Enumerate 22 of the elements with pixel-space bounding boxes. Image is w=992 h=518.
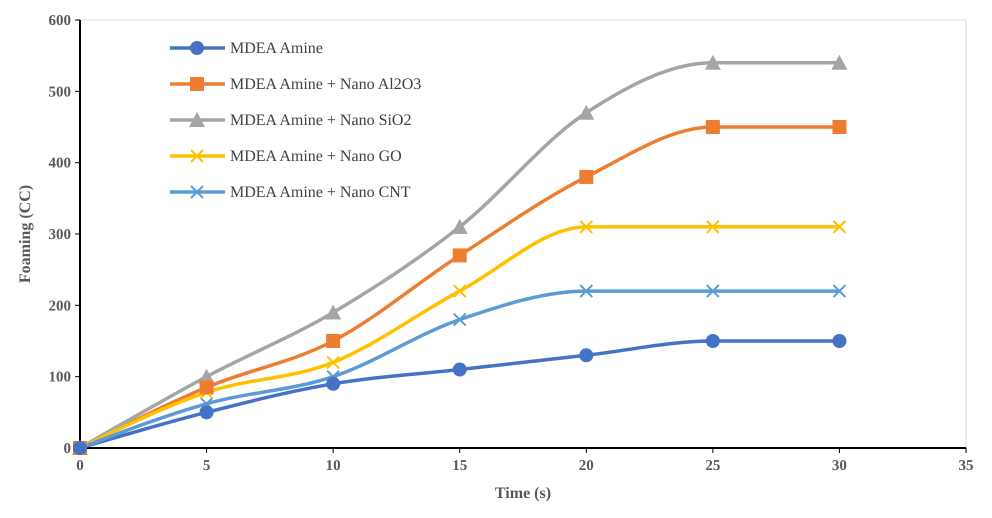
legend-label: MDEA Amine + Nano CNT bbox=[230, 184, 411, 201]
y-tick-label: 600 bbox=[48, 13, 71, 29]
y-axis-title: Foaming (CC) bbox=[17, 184, 34, 284]
legend-label: MDEA Amine bbox=[230, 40, 323, 57]
x-tick-label: 0 bbox=[76, 458, 84, 474]
legend-label: MDEA Amine + Nano SiO2 bbox=[230, 112, 412, 129]
y-tick-label: 0 bbox=[64, 441, 71, 457]
legend-label: MDEA Amine + Nano GO bbox=[230, 148, 402, 165]
y-tick-label: 400 bbox=[48, 156, 71, 172]
y-tick-label: 300 bbox=[48, 227, 71, 243]
x-tick-label: 20 bbox=[578, 458, 594, 474]
y-tick-label: 500 bbox=[48, 84, 71, 100]
y-tick-label: 200 bbox=[48, 298, 71, 314]
x-tick-label: 5 bbox=[202, 458, 210, 474]
legend-label: MDEA Amine + Nano Al2O3 bbox=[230, 76, 422, 93]
x-tick-label: 35 bbox=[958, 458, 974, 474]
x-tick-label: 15 bbox=[452, 458, 468, 474]
x-tick-label: 10 bbox=[326, 458, 341, 474]
x-axis-title: Time (s) bbox=[494, 485, 552, 502]
x-tick-label: 30 bbox=[832, 458, 847, 474]
y-tick-label: 100 bbox=[48, 370, 71, 386]
x-tick-label: 25 bbox=[705, 458, 720, 474]
